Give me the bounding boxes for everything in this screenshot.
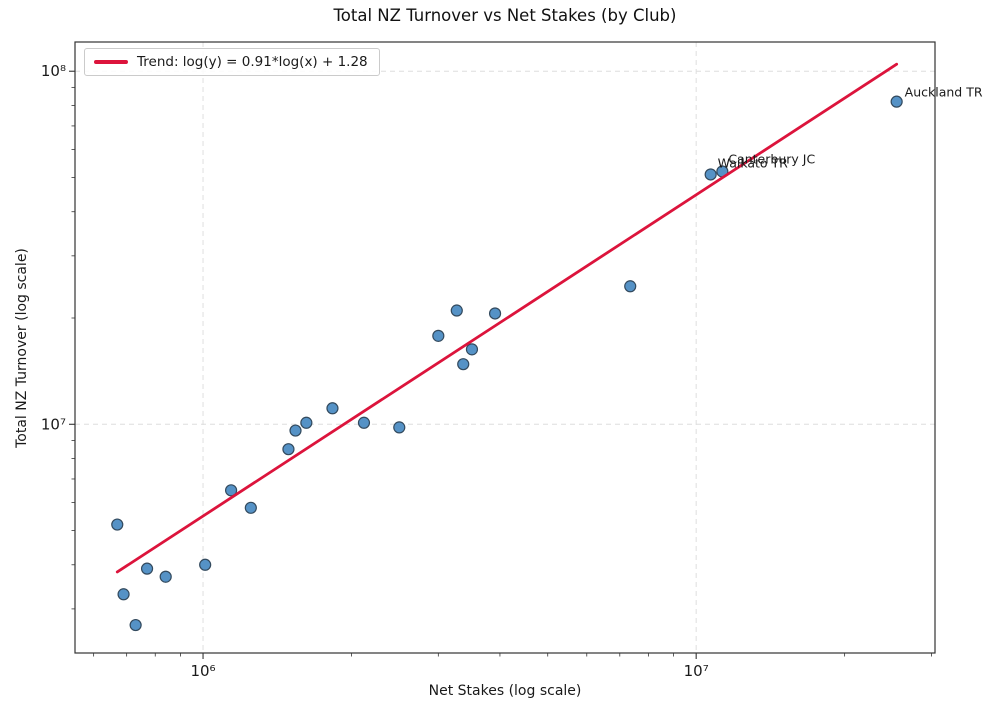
y-tick-label: 10⁷: [41, 415, 66, 433]
trend-line: [115, 62, 899, 574]
legend: Trend: log(y) = 0.91*log(x) + 1.28: [84, 48, 380, 76]
scatter-point: [159, 570, 172, 583]
scatter-point: [393, 421, 406, 434]
x-tick-label: 10⁷: [684, 662, 709, 680]
scatter-point: [488, 307, 502, 320]
chart-title: Total NZ Turnover vs Net Stakes (by Club…: [333, 6, 677, 25]
scatter-point: [357, 416, 371, 429]
scatter-point: [300, 416, 313, 429]
trend-legend-line-sample: [94, 60, 128, 64]
point-annotation: Waikato TR: [718, 155, 789, 170]
point-annotation: Canterbury JC: [728, 151, 815, 166]
scatter-point: [704, 168, 717, 181]
scatter-point: [289, 424, 302, 437]
scatter-point: [117, 588, 130, 601]
scatter-point: [282, 443, 295, 456]
y-tick-label: 10⁸: [41, 62, 66, 80]
plot-spines: [74, 41, 936, 654]
scatter-point: [457, 358, 470, 371]
scatter-point: [129, 618, 142, 632]
scatter-point: [624, 280, 637, 293]
scatter-point: [450, 304, 463, 317]
x-tick-label: 10⁶: [190, 662, 215, 680]
y-axis-label: Total NZ Turnover (log scale): [14, 248, 30, 448]
scatter-point: [890, 95, 903, 108]
scatter-point: [111, 518, 124, 531]
trend-legend-label: Trend: log(y) = 0.91*log(x) + 1.28: [137, 54, 368, 70]
scatter-point: [432, 329, 445, 342]
scatter-point: [140, 562, 154, 575]
point-annotation: Auckland TR: [905, 85, 983, 100]
scatter-point: [224, 484, 238, 497]
scatter-point: [465, 343, 479, 356]
scatter-point: [326, 402, 339, 415]
scatter-point: [199, 558, 212, 571]
x-axis-label: Net Stakes (log scale): [428, 683, 582, 699]
scatter-point: [244, 501, 257, 514]
